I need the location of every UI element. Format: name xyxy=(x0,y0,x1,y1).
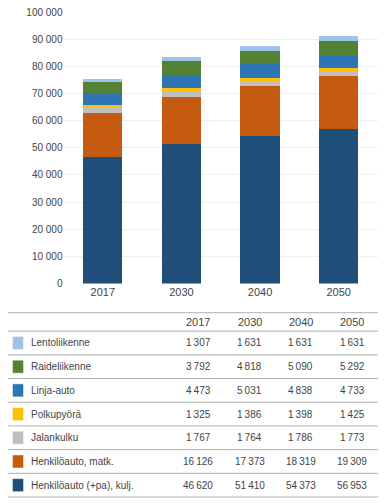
svg-text:2017: 2017 xyxy=(186,316,210,328)
svg-text:Henkilöauto (+pa), kulj.: Henkilöauto (+pa), kulj. xyxy=(31,480,134,491)
svg-text:5 090: 5 090 xyxy=(288,361,313,372)
svg-text:50 000: 50 000 xyxy=(32,142,63,153)
svg-text:1 425: 1 425 xyxy=(340,409,365,420)
svg-text:1 398: 1 398 xyxy=(288,409,313,420)
svg-text:80 000: 80 000 xyxy=(32,61,63,72)
svg-text:1 386: 1 386 xyxy=(237,409,262,420)
svg-text:Polkupyörä: Polkupyörä xyxy=(31,409,81,420)
svg-text:1 764: 1 764 xyxy=(237,432,262,443)
svg-text:70 000: 70 000 xyxy=(32,88,63,99)
svg-text:54 373: 54 373 xyxy=(286,480,316,491)
svg-text:19 309: 19 309 xyxy=(337,456,367,467)
svg-text:46 620: 46 620 xyxy=(183,480,213,491)
svg-text:1 786: 1 786 xyxy=(288,432,313,443)
svg-text:1 307: 1 307 xyxy=(186,337,211,348)
svg-text:17 373: 17 373 xyxy=(235,456,265,467)
svg-text:1 773: 1 773 xyxy=(340,432,365,443)
svg-text:Henkilöauto, matk.: Henkilöauto, matk. xyxy=(31,456,114,467)
svg-text:4 818: 4 818 xyxy=(237,361,262,372)
svg-text:2040: 2040 xyxy=(248,286,272,298)
svg-text:90 000: 90 000 xyxy=(32,34,63,45)
svg-text:1 631: 1 631 xyxy=(237,337,262,348)
svg-text:3 792: 3 792 xyxy=(186,361,211,372)
svg-text:1 631: 1 631 xyxy=(288,337,313,348)
svg-text:51 410: 51 410 xyxy=(235,480,265,491)
svg-text:1 631: 1 631 xyxy=(340,337,365,348)
svg-text:2017: 2017 xyxy=(91,286,115,298)
svg-text:5 031: 5 031 xyxy=(237,385,262,396)
svg-text:Linja-auto: Linja-auto xyxy=(31,385,75,396)
svg-text:10 000: 10 000 xyxy=(32,251,63,262)
svg-text:Raideliikenne: Raideliikenne xyxy=(31,361,91,372)
svg-text:Lentoliikenne: Lentoliikenne xyxy=(31,337,90,348)
svg-text:Jalankulku: Jalankulku xyxy=(31,432,78,443)
svg-text:56 953: 56 953 xyxy=(337,480,367,491)
svg-text:18 319: 18 319 xyxy=(286,456,316,467)
svg-text:4 838: 4 838 xyxy=(288,385,313,396)
svg-text:2050: 2050 xyxy=(340,316,364,328)
svg-text:20 000: 20 000 xyxy=(32,224,63,235)
svg-text:1 325: 1 325 xyxy=(186,409,211,420)
svg-text:2050: 2050 xyxy=(326,286,350,298)
svg-text:2030: 2030 xyxy=(169,286,193,298)
svg-text:60 000: 60 000 xyxy=(32,115,63,126)
svg-text:2040: 2040 xyxy=(289,316,313,328)
svg-text:16 126: 16 126 xyxy=(183,456,213,467)
svg-text:4 473: 4 473 xyxy=(186,385,211,396)
svg-text:1 767: 1 767 xyxy=(186,432,211,443)
svg-text:100 000: 100 000 xyxy=(26,7,63,18)
svg-text:5 292: 5 292 xyxy=(340,361,365,372)
svg-text:2030: 2030 xyxy=(238,316,262,328)
svg-text:40 000: 40 000 xyxy=(32,169,63,180)
svg-text:30 000: 30 000 xyxy=(32,197,63,208)
svg-text:0: 0 xyxy=(57,278,63,289)
svg-text:4 733: 4 733 xyxy=(340,385,365,396)
